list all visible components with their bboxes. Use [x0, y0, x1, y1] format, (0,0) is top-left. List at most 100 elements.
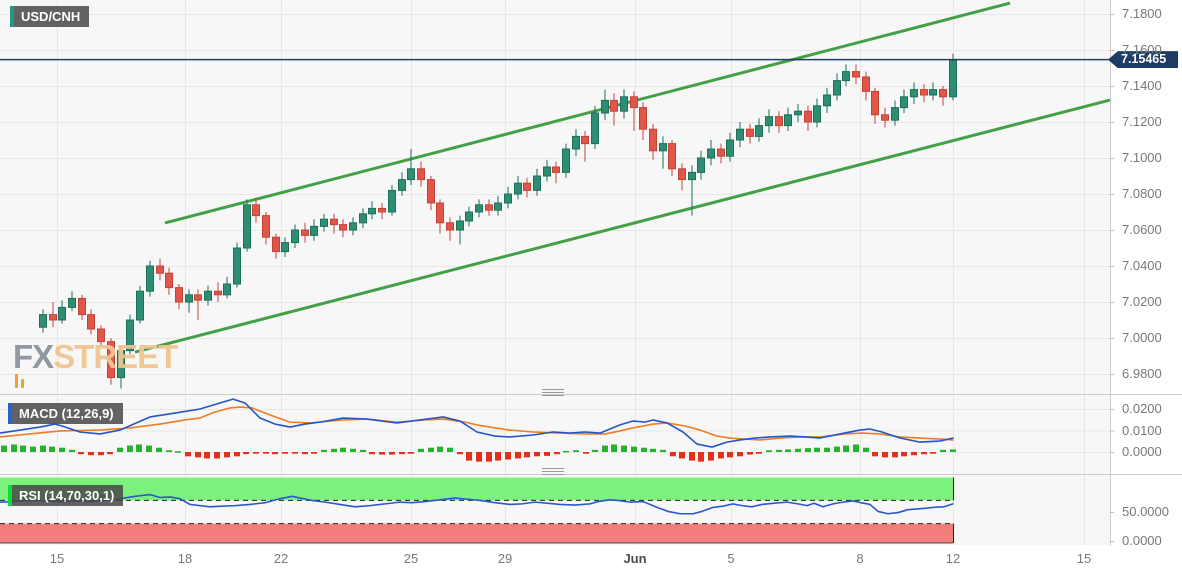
- candle: [456, 220, 464, 231]
- candle: [126, 319, 134, 352]
- candle: [97, 328, 105, 343]
- candle: [465, 211, 473, 222]
- candle: [485, 204, 493, 211]
- candle: [697, 157, 705, 173]
- candle: [726, 139, 734, 157]
- macd-axis-label: 0.0200: [1122, 401, 1162, 416]
- price-axis-label: 7.0400: [1122, 258, 1162, 273]
- candle: [717, 148, 725, 157]
- candle: [58, 306, 66, 321]
- macd-axis-label: 0.0100: [1122, 422, 1162, 438]
- time-axis-label: 22: [273, 551, 289, 566]
- candle: [378, 207, 386, 213]
- candle: [446, 222, 454, 231]
- candle: [49, 314, 57, 321]
- candle: [330, 218, 338, 226]
- candle: [591, 112, 599, 145]
- candle: [581, 135, 589, 145]
- candle: [494, 202, 502, 211]
- symbol-label: USD/CNH: [21, 9, 81, 24]
- candle: [688, 171, 696, 181]
- candle: [929, 89, 937, 96]
- candle: [504, 193, 512, 204]
- candle: [214, 290, 222, 296]
- candle: [398, 179, 406, 191]
- macd-label: MACD (12,26,9): [19, 406, 114, 421]
- price-axis-label: 6.9800: [1122, 366, 1162, 381]
- candle: [301, 229, 309, 236]
- macd-accent-bar: [8, 403, 12, 424]
- macd-legend[interactable]: MACD (12,26,9): [8, 403, 123, 424]
- candle: [475, 204, 483, 213]
- candle: [39, 314, 47, 328]
- candle: [359, 213, 367, 224]
- rsi-legend[interactable]: RSI (14,70,30,1): [8, 485, 124, 506]
- candle: [939, 89, 947, 98]
- candle: [668, 143, 676, 170]
- candle: [427, 179, 435, 204]
- candle: [852, 71, 860, 78]
- main-chart-panel[interactable]: [0, 0, 1110, 394]
- candle: [862, 76, 870, 92]
- candle: [678, 168, 686, 181]
- macd-lines: [0, 398, 954, 448]
- candle: [243, 204, 251, 249]
- time-axis-label: 15: [49, 551, 65, 566]
- candle: [117, 350, 125, 379]
- candle: [794, 110, 802, 116]
- candle: [833, 80, 841, 96]
- candle: [272, 236, 280, 253]
- candle: [436, 202, 444, 224]
- candle: [262, 215, 270, 238]
- candle: [823, 94, 831, 107]
- candle: [755, 125, 763, 137]
- rsi-label: RSI (14,70,30,1): [19, 488, 115, 503]
- price-axis-label: 7.0800: [1122, 186, 1162, 201]
- candles: [39, 53, 957, 389]
- time-axis-label: 15: [1076, 551, 1092, 566]
- price-axis-label: 7.1800: [1122, 6, 1162, 21]
- candle: [514, 182, 522, 195]
- time-axis-label: 12: [945, 551, 961, 566]
- price-axis-label: 7.1400: [1122, 78, 1162, 93]
- candle: [146, 265, 154, 292]
- candle: [813, 105, 821, 123]
- macd-panel[interactable]: [0, 395, 1110, 474]
- candle: [601, 99, 609, 114]
- time-axis-label: Jun: [623, 551, 647, 566]
- rsi-panel[interactable]: [0, 475, 1110, 545]
- symbol-badge: USD/CNH: [10, 6, 90, 27]
- macd-axis-label: 0.0000: [1122, 444, 1162, 459]
- watermark-fx: FX: [13, 338, 54, 375]
- candle: [194, 294, 202, 301]
- time-axis-label: 5: [727, 551, 735, 566]
- candle: [291, 229, 299, 244]
- candle: [639, 107, 647, 130]
- trend-channel: [134, 1, 1111, 354]
- candle: [842, 71, 850, 82]
- price-axis-label: 7.0600: [1122, 222, 1162, 237]
- candle: [407, 168, 415, 181]
- panel-resize-handle[interactable]: [542, 389, 564, 390]
- candle: [707, 148, 715, 159]
- rsi-axis-label: 50.0000: [1122, 504, 1169, 519]
- watermark-dash-icon: [21, 379, 24, 388]
- candle: [659, 143, 667, 152]
- symbol-accent-bar: [10, 6, 14, 27]
- rsi-line: [0, 493, 954, 515]
- candle: [310, 225, 318, 236]
- price-axis-label: 7.1000: [1122, 150, 1162, 165]
- price-axis-label: 7.0000: [1122, 330, 1162, 345]
- candle: [165, 272, 173, 289]
- time-axis-label: 8: [856, 551, 864, 566]
- candle: [533, 175, 541, 191]
- rsi-accent-bar: [8, 485, 12, 506]
- time-axis-label: 29: [497, 551, 513, 566]
- time-axis[interactable]: [0, 546, 1182, 571]
- candle: [775, 116, 783, 127]
- candle: [233, 247, 241, 285]
- panel-resize-handle[interactable]: [542, 468, 564, 469]
- candle: [610, 99, 618, 112]
- candle: [417, 168, 425, 181]
